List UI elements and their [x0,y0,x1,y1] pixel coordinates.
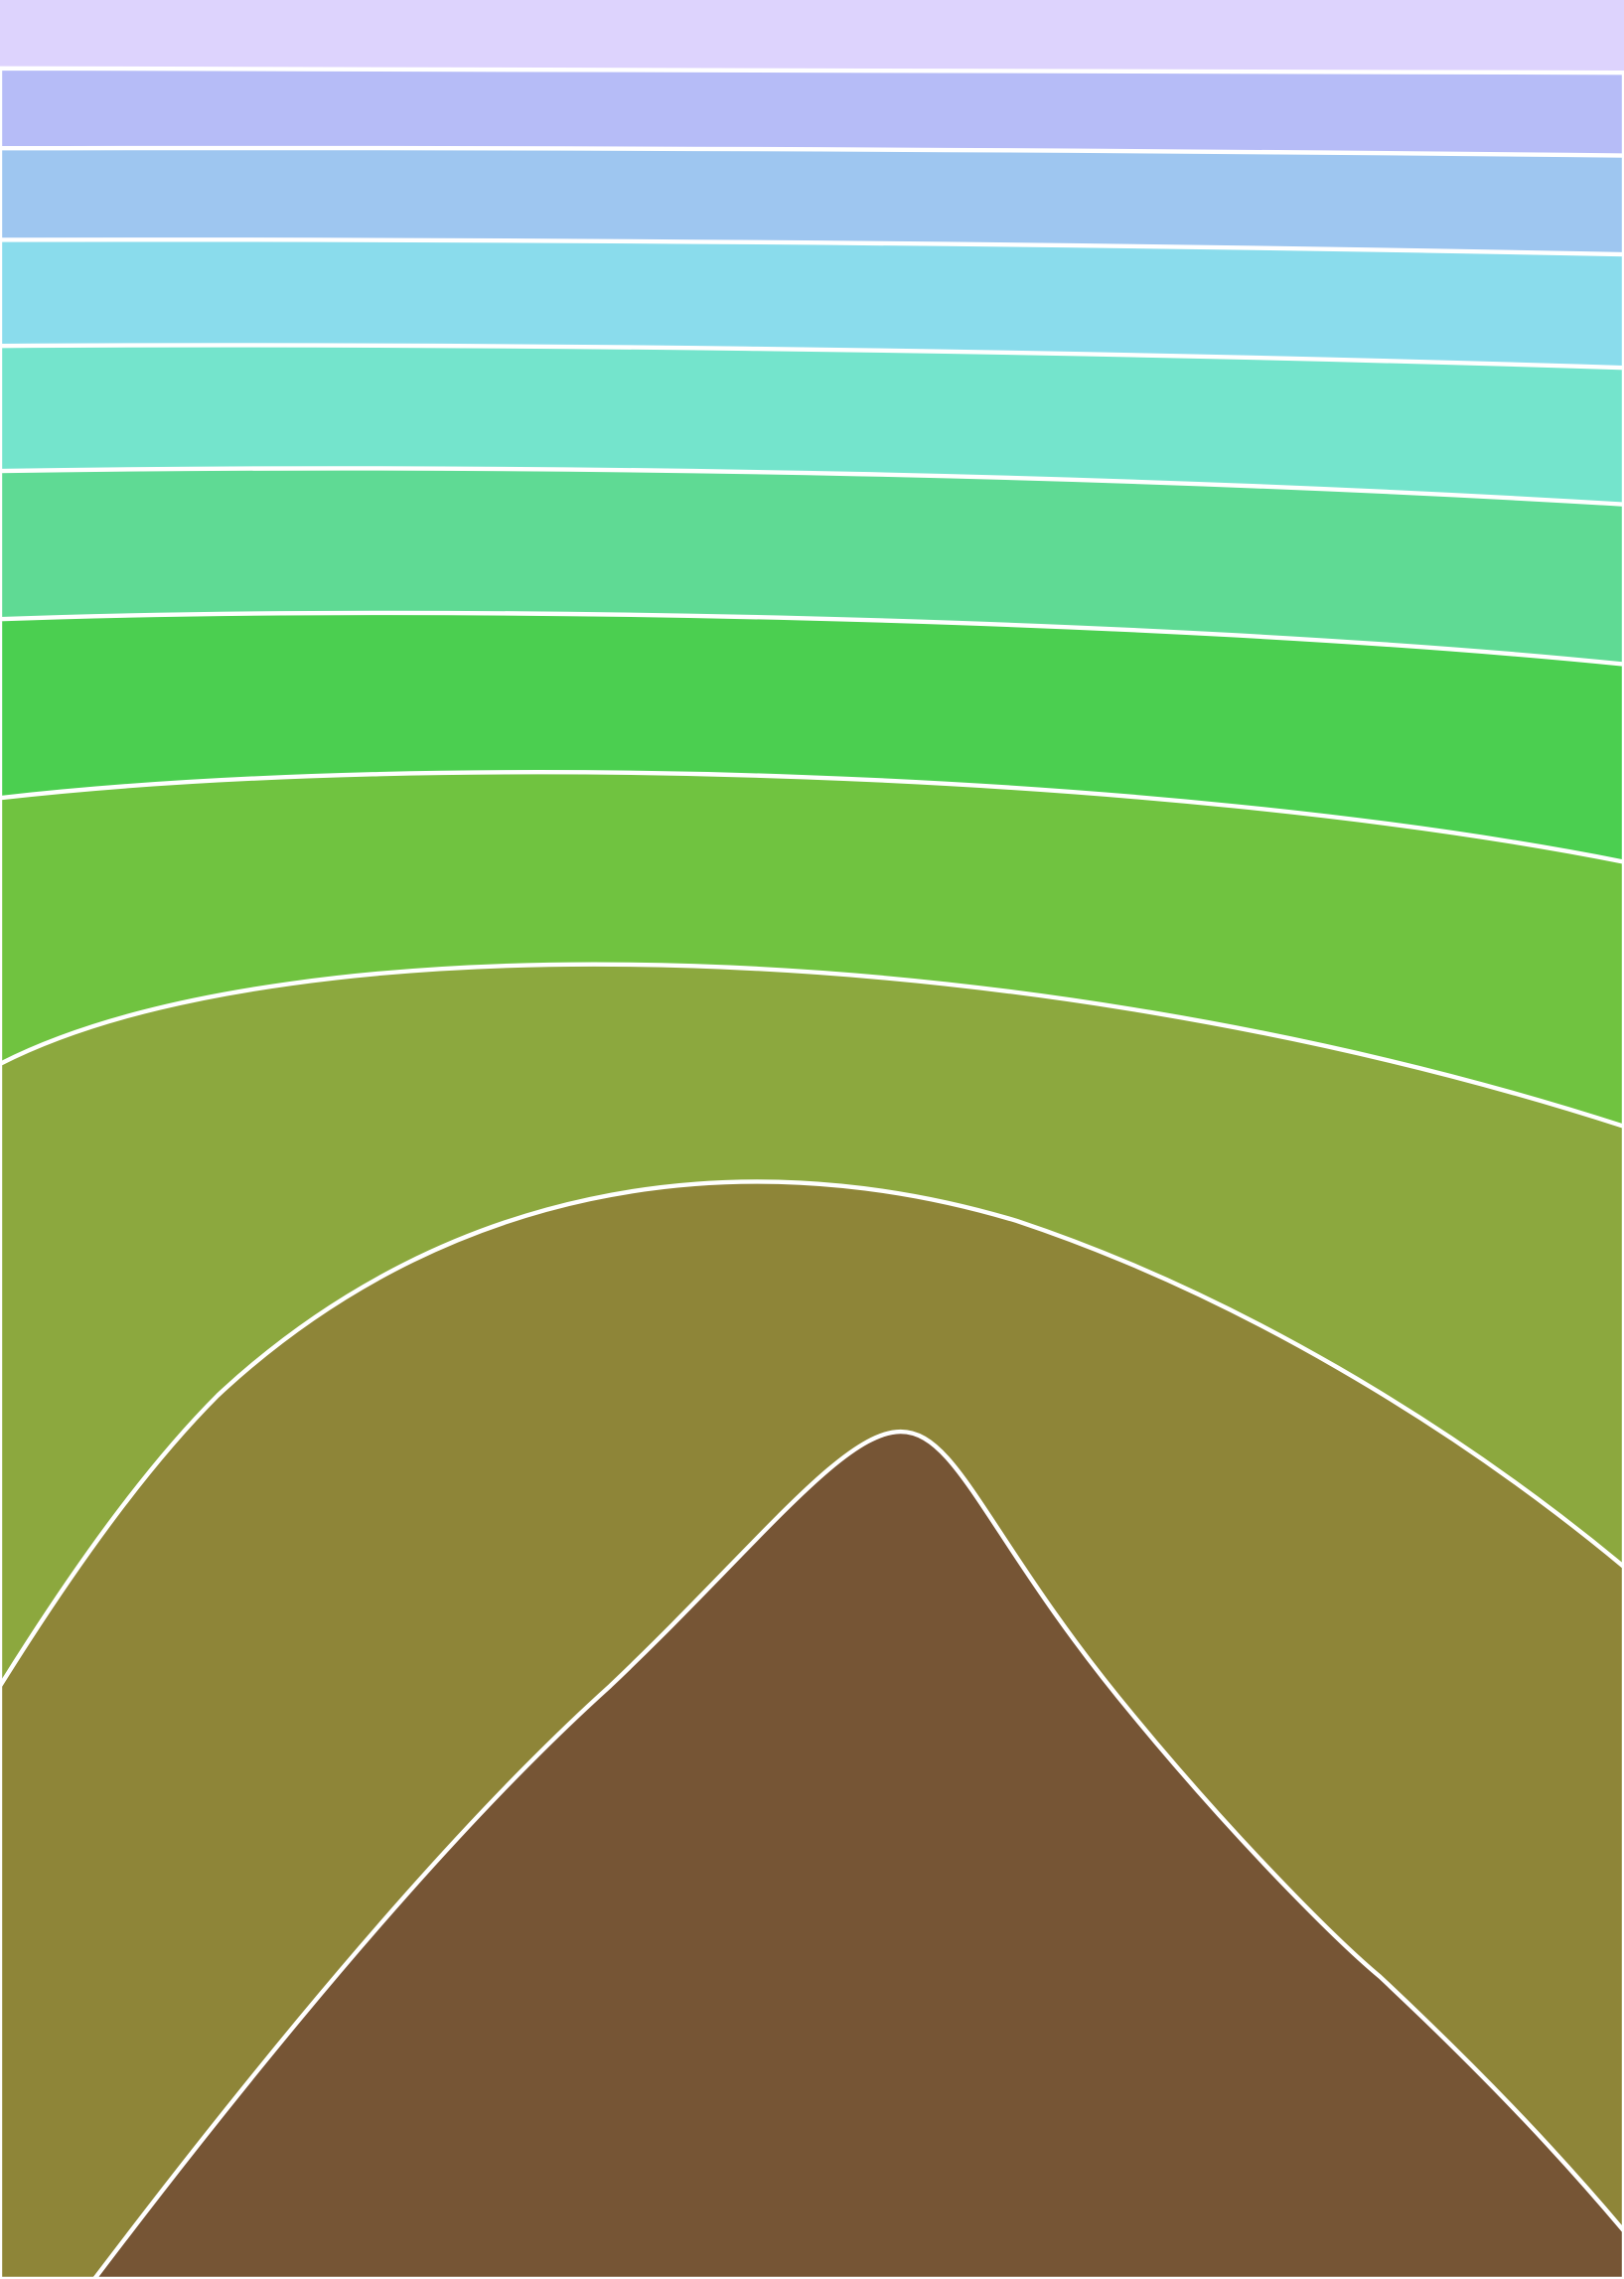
band-peak [91,1429,1624,2279]
